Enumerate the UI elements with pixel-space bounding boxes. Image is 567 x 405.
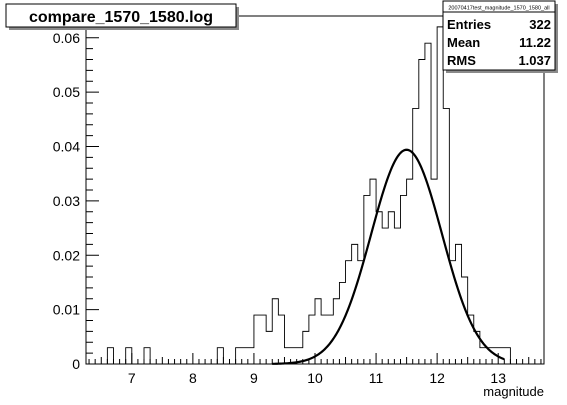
x-tick-label: 7 bbox=[128, 370, 136, 386]
y-tick-label: 0.01 bbox=[53, 302, 80, 318]
x-axis: 7 8 9 10 11 12 13 bbox=[88, 353, 542, 386]
y-tick-label: 0.06 bbox=[53, 30, 80, 46]
stats-mean-label: Mean bbox=[447, 35, 480, 50]
x-tick-label: 9 bbox=[250, 370, 258, 386]
stats-mean-value: 11.22 bbox=[519, 35, 551, 50]
y-tick-label: 0.02 bbox=[53, 247, 80, 263]
x-tick-label: 11 bbox=[369, 370, 384, 386]
chart-title: compare_1570_1580.log bbox=[29, 9, 213, 26]
histogram-series bbox=[106, 26, 511, 365]
x-tick-label: 13 bbox=[490, 370, 506, 386]
stats-entries-label: Entries bbox=[447, 17, 491, 32]
x-tick-label: 8 bbox=[189, 370, 197, 386]
stats-rms-value: 1.037 bbox=[518, 53, 551, 68]
stats-rms-label: RMS bbox=[447, 53, 476, 68]
y-tick-label: 0.05 bbox=[53, 84, 80, 100]
stats-entries-value: 322 bbox=[529, 17, 551, 32]
y-tick-label: 0.03 bbox=[53, 193, 80, 209]
x-axis-label: magnitude bbox=[483, 384, 544, 399]
y-tick-label: 0 bbox=[72, 356, 80, 372]
gaussian-fit-curve bbox=[272, 148, 505, 365]
stats-title: 20070417test_magnitude_1570_1580_all bbox=[448, 6, 549, 12]
stats-box: 20070417test_magnitude_1570_1580_all Ent… bbox=[442, 0, 558, 73]
y-tick-label: 0.04 bbox=[53, 139, 80, 155]
x-tick-label: 10 bbox=[307, 370, 323, 386]
x-tick-label: 12 bbox=[429, 370, 445, 386]
title-box: compare_1570_1580.log bbox=[5, 3, 239, 30]
